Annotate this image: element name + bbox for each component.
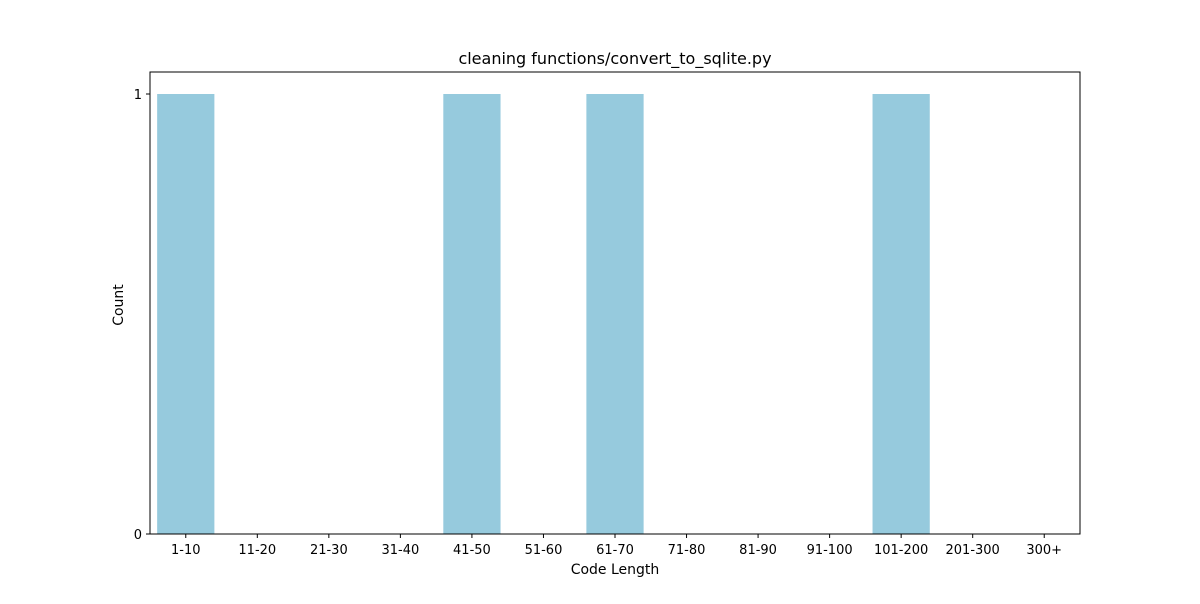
x-tick-label: 11-20 (238, 543, 276, 558)
x-axis-ticks: 1-10 11-20 21-30 31-40 41-50 51-60 61-70 71-80 8… (171, 534, 1062, 558)
x-tick-label: 21-30 (310, 543, 348, 558)
y-tick-label: 0 (134, 528, 142, 543)
x-tick-label: 201-300 (946, 543, 1000, 558)
x-tick-label: 51-60 (525, 543, 563, 558)
x-axis-label: Code Length (571, 562, 660, 578)
x-tick-label: 71-80 (668, 543, 706, 558)
x-tick-label: 31-40 (381, 543, 419, 558)
y-axis-label: Count (111, 284, 127, 326)
x-tick-label: 41-50 (453, 543, 491, 558)
bar-41-50 (443, 94, 501, 534)
y-axis-ticks: 01 (134, 88, 150, 543)
chart-title: cleaning functions/convert_to_sqlite.py (458, 49, 771, 69)
bars-layer (157, 94, 930, 534)
x-tick-label: 81-90 (739, 543, 777, 558)
bar-1-10 (157, 94, 215, 534)
x-tick-label: 300+ (1026, 543, 1062, 558)
bar-61-70 (586, 94, 644, 534)
bar-101-200 (872, 94, 930, 534)
y-tick-label: 1 (134, 88, 142, 103)
x-tick-label: 1-10 (171, 543, 201, 558)
x-tick-label: 61-70 (596, 543, 634, 558)
x-tick-label: 91-100 (807, 543, 853, 558)
x-tick-label: 101-200 (874, 543, 928, 558)
